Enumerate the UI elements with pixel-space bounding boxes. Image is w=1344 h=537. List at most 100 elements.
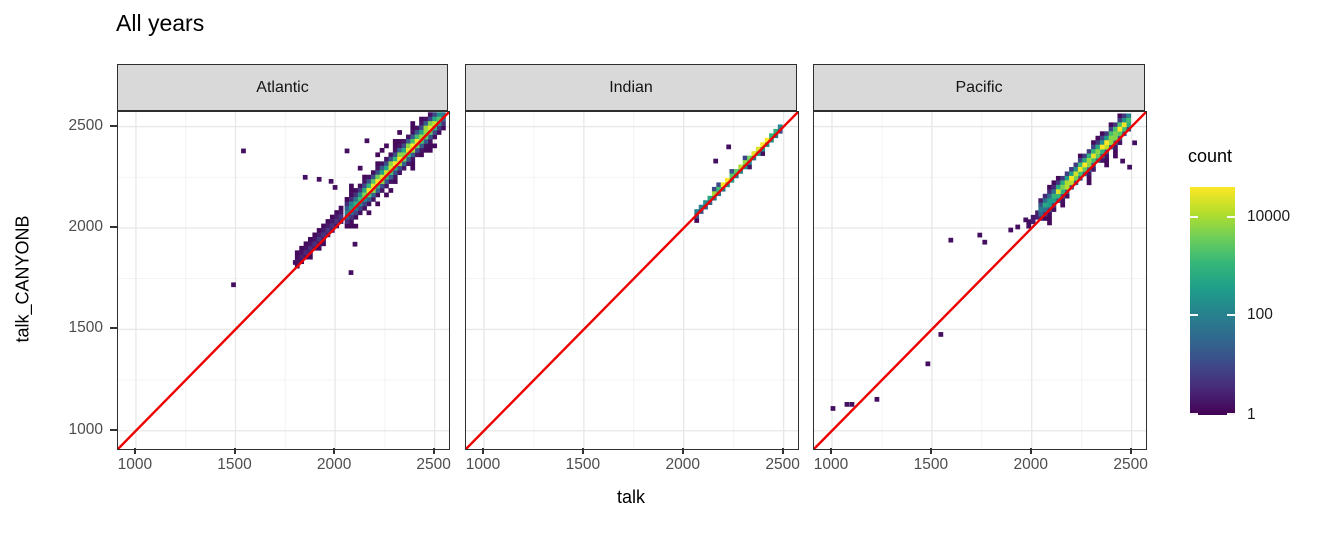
legend-tick-label: 100 — [1247, 305, 1273, 323]
bin2d-cell — [325, 219, 331, 224]
bin2d-cell — [392, 156, 398, 162]
bin2d-cell — [312, 232, 318, 238]
bin2d-cell — [241, 148, 246, 154]
bin2d-cell — [1042, 207, 1048, 212]
bin2d-cell — [703, 200, 708, 206]
bin2d-cell — [308, 245, 313, 251]
bin2d-cell — [384, 183, 389, 189]
y-axis-tick — [110, 428, 117, 431]
legend-tick-mark — [1190, 313, 1198, 316]
bin2d-cell — [325, 228, 331, 233]
bin2d-cell — [414, 134, 420, 140]
bin2d-cell — [1042, 198, 1048, 203]
bin2d-cell — [379, 188, 385, 193]
bin2d-cell — [1126, 113, 1131, 119]
x-axis-tick — [1029, 448, 1032, 454]
bin2d-cell — [1121, 126, 1127, 132]
panel-canvas — [814, 112, 1146, 449]
bin2d-cell — [325, 223, 331, 229]
bin2d-cell — [406, 139, 411, 144]
bin2d-cell — [302, 174, 308, 180]
bin2d-cell — [1035, 214, 1040, 220]
bin2d-cell — [1030, 214, 1036, 220]
bin2d-cell — [316, 232, 322, 238]
bin2d-cell — [726, 144, 732, 150]
bin2d-cell — [1091, 153, 1096, 159]
bin2d-cell — [1060, 198, 1066, 203]
bin2d-cell — [397, 147, 402, 153]
bin2d-cell — [1055, 189, 1061, 195]
bin2d-cell — [716, 182, 722, 188]
bin2d-cell — [419, 152, 424, 158]
bin2d-cell — [1038, 202, 1044, 208]
x-axis-tick — [581, 448, 584, 454]
bin2d-cell — [384, 156, 389, 162]
bin2d-cell — [1038, 198, 1044, 203]
bin2d-cell — [1113, 122, 1118, 128]
bin2d-cell — [1060, 189, 1066, 195]
bin2d-cell — [1055, 180, 1061, 186]
bin2d-cell — [1042, 193, 1048, 199]
bin2d-cell — [1099, 135, 1105, 141]
bin2d-cell — [432, 143, 438, 149]
bin2d-cell — [349, 223, 354, 229]
bin2d-cell — [397, 165, 402, 171]
identity-line — [814, 112, 1146, 449]
bin2d-cell — [321, 228, 326, 233]
bin2d-cell — [1047, 193, 1052, 199]
bin2d-cell — [362, 188, 367, 193]
bin2d-cell — [329, 223, 335, 229]
bin2d-cell — [344, 223, 350, 229]
bin2d-cell — [423, 121, 429, 126]
bin2d-cell — [410, 152, 416, 158]
bin2d-cell — [1086, 162, 1092, 168]
bin2d-cell — [1095, 153, 1101, 159]
x-tick-label: 2000 — [316, 456, 352, 473]
bin2d-cell — [338, 205, 344, 211]
facet-strip-pacific: Pacific — [813, 64, 1145, 111]
bin2d-cell — [366, 201, 372, 207]
bin2d-cell — [406, 143, 411, 149]
bin2d-cell — [419, 125, 424, 131]
bin2d-cell — [419, 130, 424, 135]
bin2d-cell — [329, 219, 335, 224]
bin2d-cell — [1069, 171, 1074, 177]
bin2d-cell — [432, 112, 438, 118]
bin2d-cell — [388, 165, 394, 171]
bin2d-cell — [353, 188, 359, 193]
bin2d-cell — [379, 161, 385, 167]
x-axis-tick — [1129, 448, 1132, 454]
bin2d-cell — [1113, 131, 1118, 137]
bin2d-cell — [773, 128, 779, 134]
bin2d-cell — [1055, 193, 1061, 199]
bin2d-cell — [1073, 171, 1079, 177]
bin2d-cell — [1086, 149, 1092, 154]
bin2d-cell — [1030, 219, 1036, 225]
bin2d-cell — [370, 183, 376, 189]
x-tick-label: 1000 — [465, 456, 501, 473]
bin2d-cell — [362, 205, 367, 211]
bin2d-cell — [410, 125, 416, 131]
bin2d-cell — [747, 155, 752, 161]
bin2d-cell — [1015, 224, 1021, 230]
facet-strip-label: Pacific — [955, 78, 1003, 96]
bin2d-cell — [1117, 113, 1123, 119]
bin2d-cell — [1099, 149, 1105, 154]
bin2d-cell — [397, 143, 402, 149]
bin2d-cell — [1047, 202, 1052, 208]
bin2d-cell — [830, 406, 836, 411]
bin2d-cell — [419, 121, 424, 126]
bin2d-cell — [844, 402, 850, 407]
bin2d-cell — [406, 134, 411, 140]
bin2d-cell — [1127, 164, 1132, 170]
bin2d-cell — [694, 218, 700, 223]
bin2d-cell — [410, 143, 416, 149]
bin2d-cell — [410, 130, 416, 135]
bin2d-cell — [1117, 117, 1123, 123]
bin2d-cell — [375, 188, 381, 193]
bin2d-cell — [348, 270, 354, 275]
bin2d-cell — [362, 179, 367, 184]
bin2d-cell — [751, 151, 757, 156]
bin2d-cell — [349, 214, 354, 220]
bin2d-cell — [1082, 162, 1088, 168]
